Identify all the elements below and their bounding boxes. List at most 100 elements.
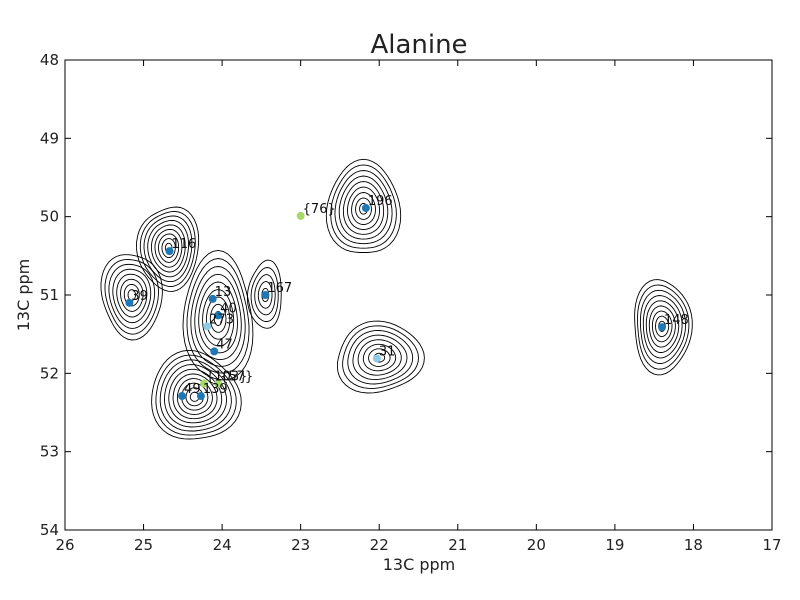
contour-line bbox=[342, 181, 385, 235]
peak-label: 148 bbox=[664, 313, 689, 328]
y-tick-label: 54 bbox=[40, 521, 59, 539]
contour-line bbox=[143, 215, 193, 283]
y-axis-label: 13C ppm bbox=[14, 259, 33, 332]
contour-line bbox=[127, 289, 136, 301]
peak-label: 196 bbox=[368, 194, 393, 209]
contour-line bbox=[342, 325, 419, 389]
contour-layer bbox=[100, 158, 693, 440]
peak-point bbox=[214, 379, 223, 388]
y-tick-label: 49 bbox=[40, 129, 59, 147]
peak-point bbox=[372, 354, 381, 363]
contour-line bbox=[159, 359, 232, 432]
contour-line bbox=[351, 192, 376, 225]
contour-line bbox=[186, 258, 250, 374]
y-tick-label: 48 bbox=[40, 51, 59, 69]
peak-point bbox=[196, 392, 205, 401]
contour-line bbox=[250, 267, 279, 322]
contour-line bbox=[147, 219, 190, 278]
contour-line bbox=[112, 268, 152, 324]
contour-line bbox=[205, 296, 231, 340]
peak-point bbox=[203, 322, 212, 331]
contour-line bbox=[123, 283, 140, 307]
y-tick-label: 52 bbox=[40, 364, 59, 382]
contour-line bbox=[334, 170, 393, 245]
contour-line bbox=[189, 391, 200, 402]
peak-point bbox=[178, 392, 187, 401]
peak-point bbox=[125, 298, 134, 307]
peak-label: 13 bbox=[215, 285, 232, 300]
contour-line bbox=[357, 339, 402, 376]
x-tick-label: 17 bbox=[762, 536, 781, 554]
contour-line bbox=[257, 281, 273, 309]
plot-frame bbox=[64, 59, 773, 531]
contour-line bbox=[655, 315, 670, 338]
peak-label: 31 bbox=[379, 344, 396, 359]
peak-label: 139 bbox=[203, 382, 228, 397]
y-tick-label: 51 bbox=[40, 286, 59, 304]
contour-line bbox=[198, 281, 238, 354]
contour-line bbox=[347, 330, 414, 385]
contour-line bbox=[158, 233, 180, 263]
contour-line bbox=[338, 175, 389, 240]
x-tick-label: 25 bbox=[134, 536, 153, 554]
x-tick-label: 20 bbox=[527, 536, 546, 554]
x-tick-label: 18 bbox=[684, 536, 703, 554]
contour-line bbox=[154, 228, 183, 268]
contour-line bbox=[651, 310, 673, 343]
contour-line bbox=[139, 211, 196, 287]
contour-line bbox=[155, 354, 237, 436]
peak-point bbox=[361, 204, 370, 213]
y-tick-label: 50 bbox=[40, 208, 59, 226]
contour-line bbox=[642, 295, 683, 359]
peak-label: {103} bbox=[206, 370, 247, 385]
contour-line bbox=[352, 334, 408, 381]
contour-line bbox=[150, 224, 186, 273]
contour-line bbox=[254, 274, 276, 316]
peak-point bbox=[200, 379, 209, 388]
contour-line bbox=[151, 349, 242, 440]
contour-line bbox=[182, 249, 254, 381]
contour-line bbox=[164, 364, 227, 428]
x-tick-label: 24 bbox=[213, 536, 232, 554]
peak-point bbox=[296, 211, 305, 220]
x-tick-label: 21 bbox=[448, 536, 467, 554]
x-tick-label: 26 bbox=[55, 536, 74, 554]
peak-label: 116 bbox=[171, 237, 196, 252]
x-tick-label: 19 bbox=[605, 536, 624, 554]
y-tick-label: 53 bbox=[40, 443, 59, 461]
contour-line bbox=[325, 158, 402, 253]
peak-label: {57} bbox=[220, 370, 253, 385]
peak-label: 40 bbox=[220, 301, 237, 316]
peak-point bbox=[165, 247, 174, 256]
x-axis-label: 13C ppm bbox=[383, 555, 456, 574]
peak-point bbox=[261, 291, 270, 299]
contour-line bbox=[347, 186, 380, 230]
contour-line bbox=[645, 300, 680, 353]
contour-line bbox=[168, 368, 223, 424]
contour-line bbox=[116, 273, 148, 318]
chart-title: Alanine bbox=[370, 30, 467, 60]
contour-line bbox=[194, 273, 242, 361]
axes: 26 25 24 23 22 21 20 19 18 17 48 49 50 51 52 53 54 bbox=[40, 51, 782, 554]
contour-line bbox=[362, 343, 397, 372]
contour-line bbox=[368, 348, 391, 367]
contour-line bbox=[336, 320, 425, 394]
x-tick-label: 23 bbox=[291, 536, 310, 554]
contour-line bbox=[355, 197, 372, 220]
peak-label: {76} bbox=[303, 202, 336, 217]
contour-line bbox=[161, 238, 176, 259]
peak-point bbox=[214, 311, 223, 320]
peak-point bbox=[210, 347, 219, 356]
peak-label: 49 bbox=[184, 382, 201, 397]
peak-point bbox=[208, 294, 217, 303]
peak-label: 167 bbox=[267, 281, 292, 296]
contour-line bbox=[648, 305, 676, 348]
contour-line bbox=[135, 206, 200, 292]
contour-line bbox=[120, 278, 144, 312]
contour-line bbox=[172, 373, 218, 420]
peak-label: 39 bbox=[131, 289, 148, 304]
x-tick-label: 22 bbox=[370, 536, 389, 554]
peak-label: 47 bbox=[216, 337, 233, 352]
